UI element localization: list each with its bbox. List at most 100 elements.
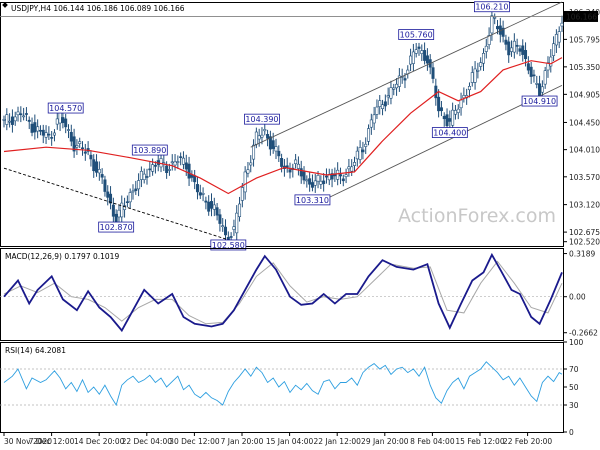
rsi-panel: 100 70 50 30 0 RSI(14) 64.2081 — [0, 338, 584, 437]
candle-body — [294, 159, 298, 164]
candle-body — [285, 165, 289, 168]
price-annotation-box — [398, 29, 435, 40]
candle-body — [179, 156, 183, 158]
candle-body — [372, 114, 376, 124]
macd-y-tick-label: -0.2662 — [569, 329, 598, 338]
price-annotation-box — [431, 127, 468, 138]
price-annotation-label: 102.870 — [100, 223, 133, 232]
candle-body — [445, 114, 449, 127]
candle-body — [439, 107, 443, 112]
candle-body — [274, 146, 278, 152]
x-tick-label: 29 Jan 20:00 — [361, 437, 409, 446]
candle-body — [504, 39, 508, 45]
candle-body — [41, 129, 45, 136]
candle-body — [8, 120, 12, 123]
candle-body — [173, 161, 177, 166]
candle-body — [543, 70, 547, 85]
current-price-label: 106.166 — [566, 12, 597, 21]
candle-body — [296, 163, 300, 169]
candle-body — [479, 62, 483, 67]
candle-body — [142, 173, 146, 180]
candle-body — [209, 201, 213, 209]
candle-body — [350, 166, 354, 172]
candle-body — [224, 226, 228, 236]
candle-body — [139, 170, 143, 180]
candle-body — [316, 175, 320, 182]
y-tick-label: 105.795 — [569, 35, 600, 44]
candle-body — [5, 114, 9, 125]
macd-header: MACD(12,26,9) 0.1797 0.1019 — [5, 252, 119, 261]
candle-body — [134, 188, 138, 191]
candle-body — [369, 119, 373, 128]
rsi-y-tick-label: 50 — [569, 383, 579, 392]
candle-body — [232, 226, 236, 230]
candle-body — [336, 169, 340, 180]
candle-body — [338, 174, 342, 177]
candle-body — [13, 116, 17, 122]
candle-body — [512, 40, 516, 53]
candle-body — [22, 115, 26, 118]
candle-body — [308, 178, 312, 185]
candle-body — [341, 178, 345, 182]
candle-body — [467, 86, 471, 91]
candle-body — [254, 131, 258, 145]
y-tick-label: 103.120 — [569, 201, 600, 210]
x-tick-label: 22 Dec 04:00 — [122, 437, 173, 446]
candle-body — [473, 68, 477, 83]
candle-body — [524, 50, 528, 60]
price-annotation-label: 104.910 — [523, 97, 556, 106]
candle-body — [260, 134, 264, 138]
candle-body — [552, 43, 556, 56]
x-tick-label: 7 Jan 20:00 — [221, 437, 264, 446]
y-tick-label: 105.350 — [569, 63, 600, 72]
candle-body — [83, 151, 87, 154]
candle-body — [72, 136, 76, 152]
candle-body — [153, 165, 157, 167]
candle-body — [95, 161, 99, 173]
candle-body — [145, 176, 149, 178]
candle-body — [235, 212, 239, 234]
candle-body — [333, 174, 337, 177]
candle-body — [271, 140, 275, 149]
candle-body — [243, 171, 247, 193]
price-panel: 106.240105.795105.350104.905104.450104.0… — [0, 1, 600, 251]
candle-body — [364, 143, 368, 147]
current-price-box — [564, 10, 598, 22]
candle-body — [36, 126, 40, 132]
candle-body — [453, 110, 457, 115]
candle-body — [518, 48, 522, 52]
candle-body — [515, 44, 519, 47]
candle-body — [355, 150, 359, 160]
candle-body — [78, 141, 82, 144]
candle-body — [501, 27, 505, 37]
candle-body — [249, 162, 253, 166]
candle-body — [299, 168, 303, 177]
candle-body — [347, 166, 351, 170]
price-header: USDJPY,H4 106.144 106.186 106.089 106.16… — [11, 4, 185, 13]
candle-body — [386, 95, 390, 98]
candle-body — [170, 161, 174, 164]
candle-body — [97, 169, 101, 174]
candle-body — [540, 86, 544, 93]
price-annotation-box — [210, 239, 247, 251]
candle-body — [496, 26, 500, 30]
candle-body — [246, 169, 250, 174]
macd-panel: 0.3189 0.00 -0.2662 MACD(12,26,9) 0.1797 0.… — [0, 248, 598, 341]
x-tick-label: 8 Feb 04:00 — [410, 437, 455, 446]
candle-body — [395, 83, 399, 89]
candle-body — [266, 134, 270, 139]
candle-body — [268, 136, 272, 150]
price-annotation-label: 104.400 — [433, 129, 466, 138]
candle-body — [476, 70, 480, 72]
candle-body — [195, 184, 199, 193]
candle-body — [61, 117, 65, 123]
candle-body — [38, 130, 42, 132]
candle-body — [493, 16, 497, 19]
candle-body — [417, 46, 421, 49]
price-annotation-box — [473, 1, 510, 13]
candle-body — [89, 154, 93, 160]
x-tick-label: 14 Dec 20:00 — [74, 437, 125, 446]
price-annotation-box — [244, 113, 280, 125]
price-annotation-box — [131, 144, 168, 156]
